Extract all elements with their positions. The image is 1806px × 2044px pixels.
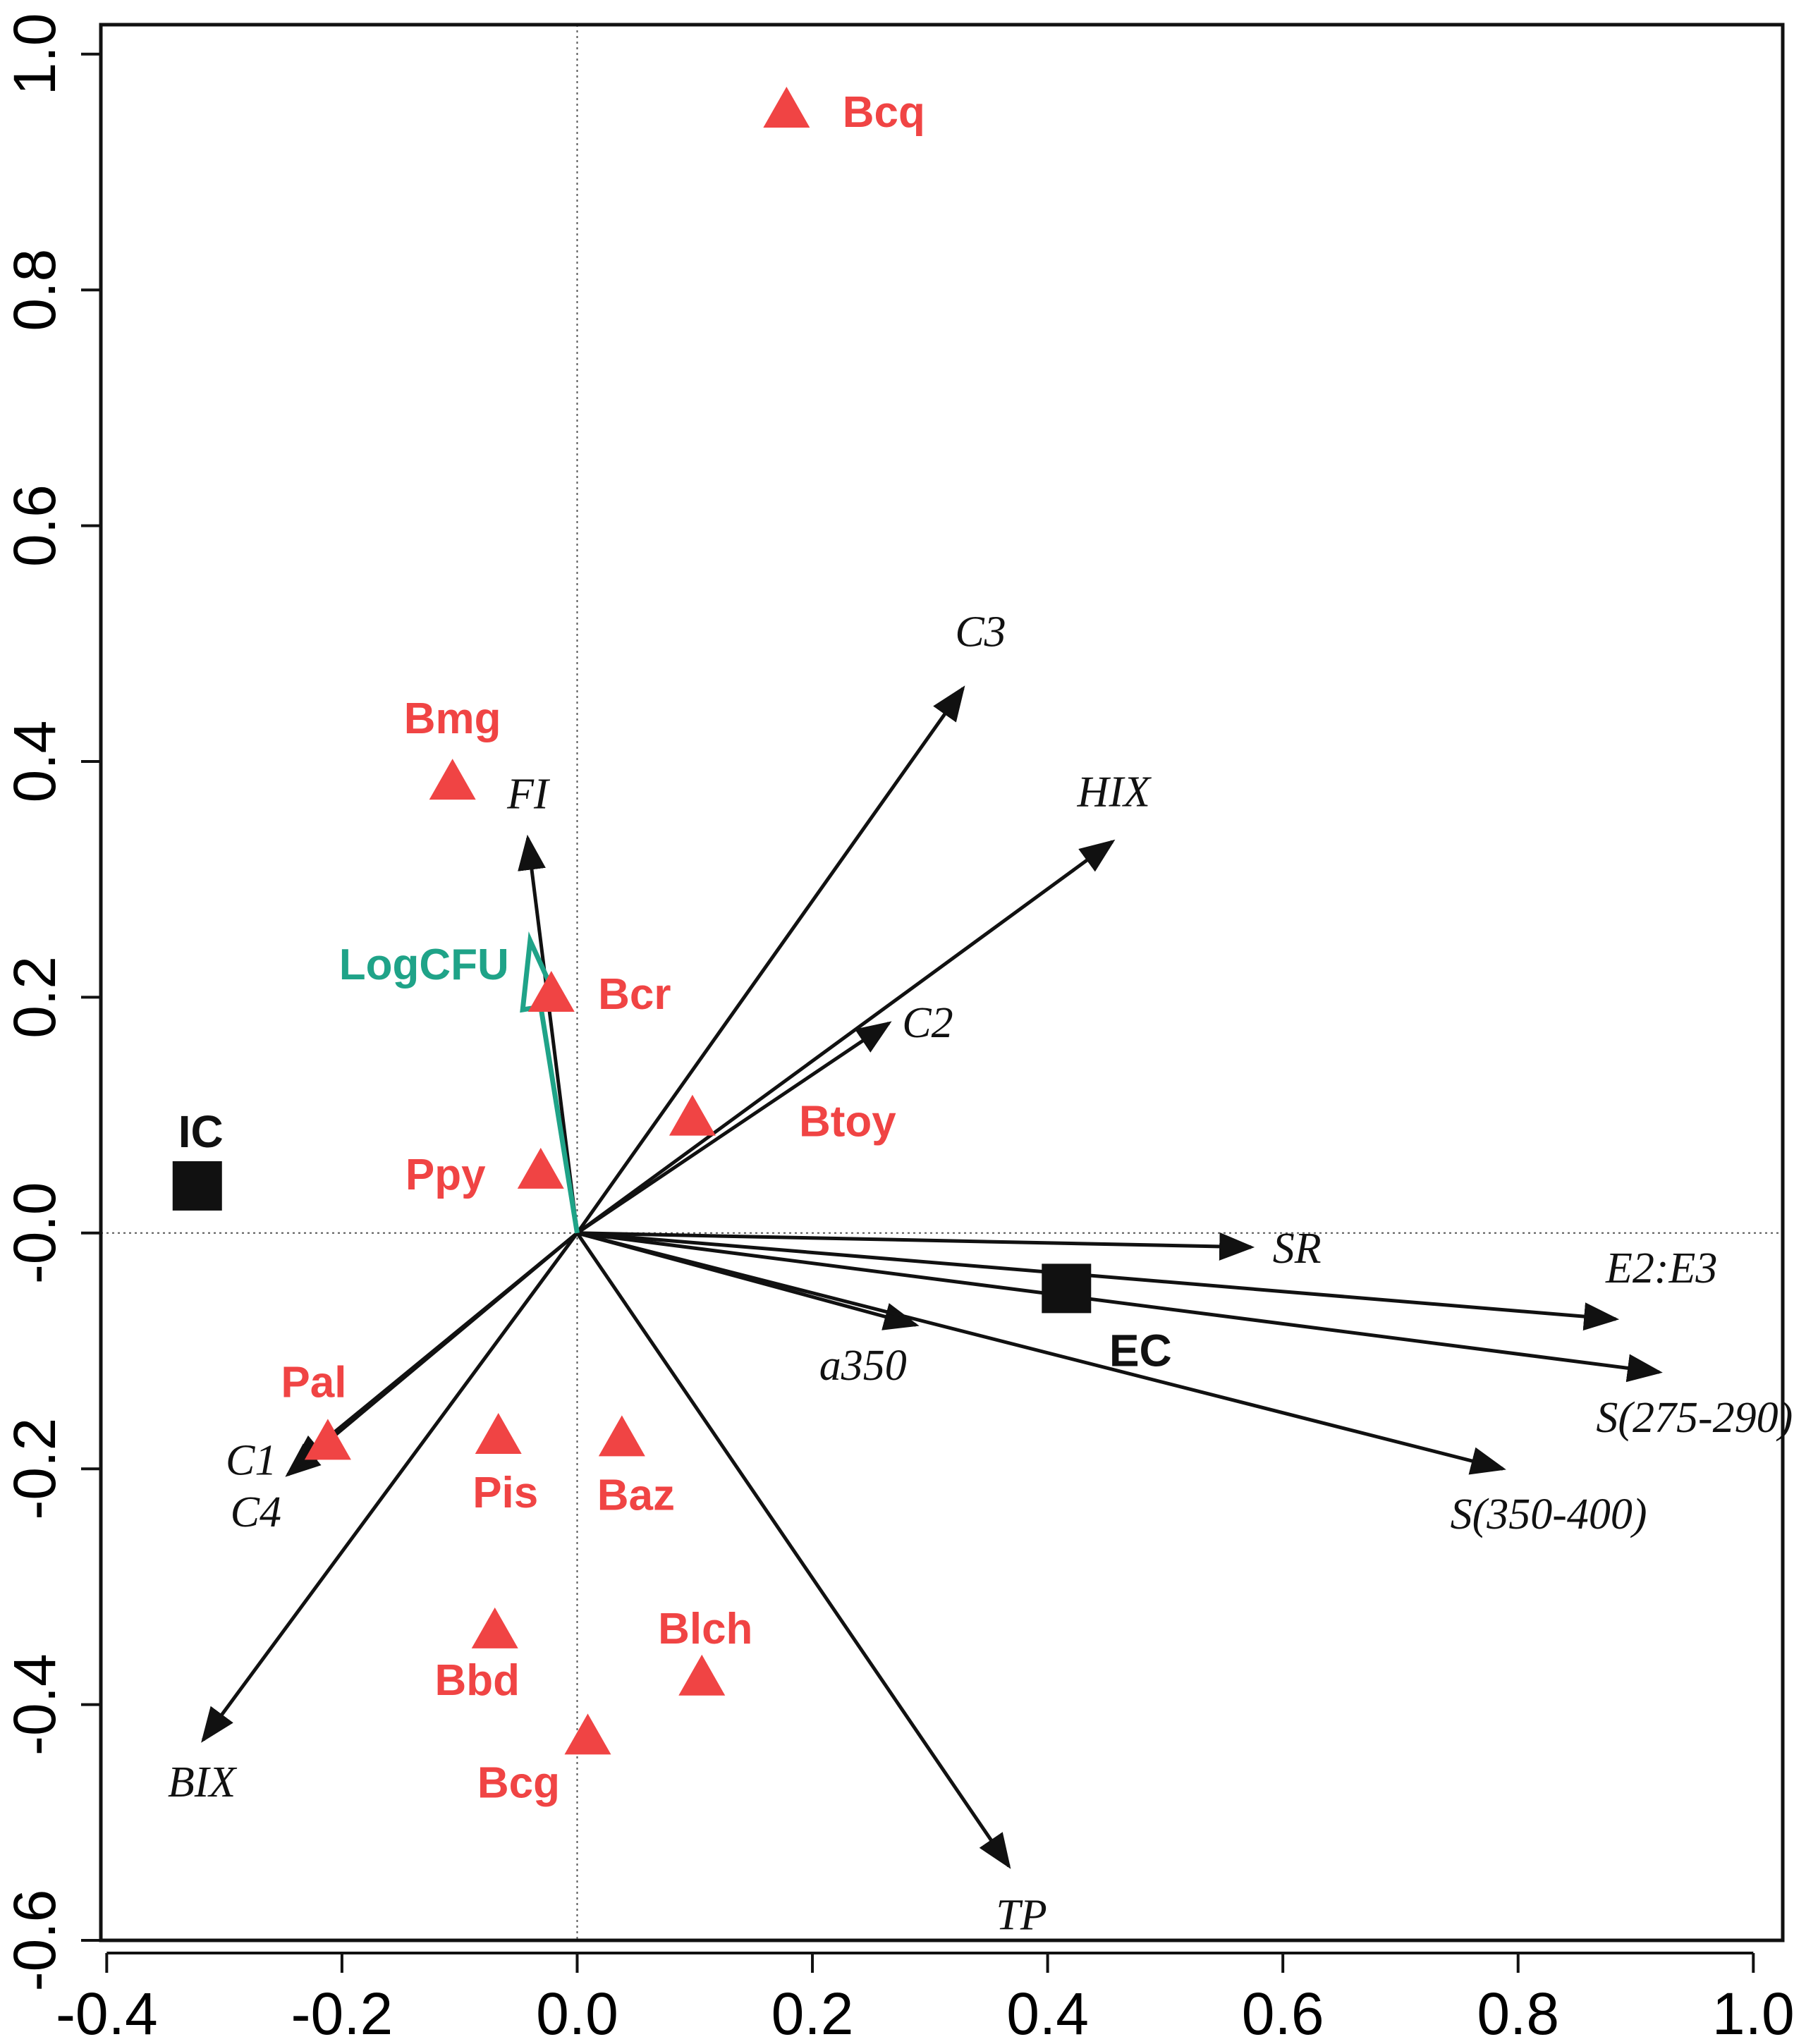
y-tick-label: 0.6 [1, 484, 68, 567]
group-marker [1042, 1263, 1092, 1314]
species-marker [429, 759, 476, 800]
covariate-label: LogCFU [339, 941, 509, 989]
species-label: Baz [597, 1471, 675, 1519]
vector-label: C1 [226, 1437, 276, 1485]
species-marker [471, 1607, 518, 1648]
species-marker [564, 1713, 611, 1755]
vector-label: BIX [168, 1758, 238, 1806]
vector-label: E2:E3 [1605, 1244, 1717, 1292]
vector-arrow-c4 [289, 1231, 579, 1469]
x-tick-label: 0.2 [771, 1981, 854, 2044]
species-label: Pal [281, 1358, 346, 1407]
vector-label: C4 [231, 1488, 281, 1536]
species-marker [598, 1415, 645, 1457]
y-tick-label: -0.2 [1, 1418, 68, 1520]
vector-arrow-tp [575, 1232, 1011, 1869]
x-tick-label: 1.0 [1712, 1981, 1795, 2044]
group-marker [172, 1161, 222, 1211]
y-tick-label: -0.6 [1, 1890, 68, 1992]
species-label: Btoy [799, 1098, 896, 1146]
axes: -0.4 -0.2 0.0 0.2 0.4 0.6 0.8 1.0-0.6-0.4-0.2-0… [1, 13, 1795, 2044]
vector-arrow-c3 [575, 685, 965, 1235]
y-tick-label: -0.0 [1, 1182, 68, 1284]
environmental-vectors: C3 HIX C2 FI SR E2:E3 S(275-290) a350 S(350-400)… [168, 608, 1793, 1939]
x-tick-label: 0.0 [536, 1981, 618, 2044]
plot-frame [99, 23, 1785, 1942]
species-label: Ppy [405, 1151, 486, 1199]
species-label: Bcq [843, 88, 925, 137]
species-label: Bmg [404, 694, 501, 743]
species-marker [304, 1419, 351, 1460]
vector-label: a350 [819, 1342, 907, 1390]
x-tick-label: 0.8 [1477, 1981, 1559, 2044]
x-tick-label: 0.6 [1242, 1981, 1324, 2044]
species-marker [678, 1654, 726, 1696]
vector-label: HIX [1077, 769, 1152, 816]
group-label: EC [1109, 1325, 1172, 1376]
reference-lines [101, 25, 1783, 1940]
species-label: Blch [658, 1605, 752, 1653]
vector-arrow-s-350-400- [576, 1231, 1506, 1475]
group-label: IC [178, 1106, 224, 1157]
species-marker [475, 1413, 522, 1455]
vector-label: C3 [955, 608, 1006, 656]
x-tick-label: -0.2 [291, 1981, 393, 2044]
y-tick-label: 0.8 [1, 249, 68, 331]
species-label: Bcg [477, 1758, 560, 1807]
x-tick-label: -0.4 [56, 1981, 158, 2044]
vector-label: C2 [902, 999, 953, 1047]
species-marker [669, 1094, 716, 1136]
vector-arrow-c2 [576, 1021, 892, 1235]
species-marker [517, 1147, 564, 1189]
vector-label: FI [506, 771, 551, 819]
species-label: Pis [472, 1469, 538, 1517]
covariate-shaft [538, 1006, 580, 1234]
vector-label: S(350-400) [1451, 1491, 1647, 1538]
vector-arrow-sr [577, 1231, 1255, 1261]
vector-label: S(275-290) [1596, 1394, 1793, 1442]
y-tick-label: 0.4 [1, 721, 68, 803]
vector-arrow-s-275-290- [577, 1231, 1663, 1383]
species-marker [763, 87, 810, 128]
species-points: Bcq Bmg Bcr Btoy Ppy Pal Pis Baz Bbd Blch Bcg [281, 87, 925, 1807]
species-label: Bcr [598, 970, 671, 1019]
vector-arrow-hix [575, 839, 1116, 1235]
group-centroids: IC EC [172, 1106, 1172, 1376]
species-marker [527, 971, 575, 1012]
vector-label: TP [996, 1892, 1047, 1940]
vector-arrow-bix [201, 1232, 579, 1743]
species-label: Bbd [434, 1656, 520, 1705]
y-tick-label: 0.2 [1, 956, 68, 1039]
y-tick-label: -0.4 [1, 1653, 68, 1756]
x-tick-label: 0.4 [1006, 1981, 1089, 2044]
y-tick-label: 1.0 [1, 13, 68, 95]
vector-arrow-e2-e3 [577, 1231, 1620, 1331]
vector-label: SR [1273, 1225, 1322, 1273]
